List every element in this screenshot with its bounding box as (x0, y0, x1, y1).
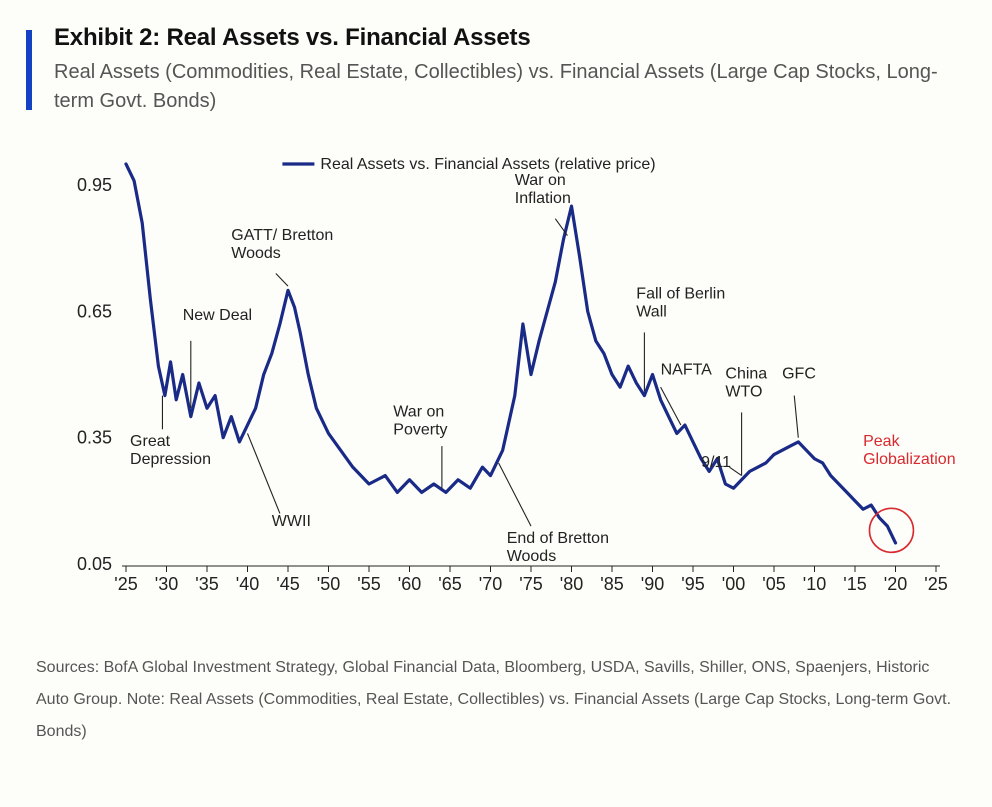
x-tick-label: '50 (317, 574, 340, 594)
x-tick-label: '90 (641, 574, 664, 594)
x-tick-label: '95 (681, 574, 704, 594)
x-tick-label: '80 (560, 574, 583, 594)
annotation-label: WWII (272, 513, 311, 530)
x-tick-label: '75 (519, 574, 542, 594)
annotation-label: GFC (782, 366, 816, 383)
annotation-leader (499, 463, 531, 526)
exhibit-title: Exhibit 2: Real Assets vs. Financial Ass… (54, 24, 956, 52)
y-tick-label: 0.65 (77, 301, 112, 321)
header-accent-bar (26, 30, 32, 110)
source-note: Sources: BofA Global Investment Strategy… (36, 652, 956, 748)
y-tick-label: 0.95 (77, 175, 112, 195)
annotation-label: GreatDepression (130, 433, 211, 468)
x-tick-label: '45 (276, 574, 299, 594)
annotation-label: GATT/ BrettonWoods (231, 227, 333, 262)
annotation-label: End of BrettonWoods (507, 530, 609, 565)
annotation-label: Fall of BerlinWall (636, 286, 725, 321)
annotation-label: PeakGlobalization (863, 433, 956, 468)
x-tick-label: '20 (884, 574, 907, 594)
x-tick-label: '30 (155, 574, 178, 594)
x-tick-label: '10 (803, 574, 826, 594)
annotation-label: ChinaWTO (725, 366, 767, 401)
x-tick-label: '85 (600, 574, 623, 594)
line-chart: 0.05 0.35 0.65 0.95 '25 '30 '35 '40 '45 '50 '55 '60… (36, 134, 956, 614)
exhibit-page: Exhibit 2: Real Assets vs. Financial Ass… (0, 0, 992, 807)
y-tick-label: 0.35 (77, 428, 112, 448)
x-tick-label: '15 (843, 574, 866, 594)
x-tick-label: '70 (479, 574, 502, 594)
annotation-leader (729, 467, 741, 475)
annotation-leader (794, 396, 798, 438)
x-tick-label: '35 (195, 574, 218, 594)
annotation-leader (276, 273, 288, 286)
exhibit-header: Exhibit 2: Real Assets vs. Financial Ass… (36, 24, 956, 116)
annotation-label: War onInflation (515, 172, 571, 207)
x-tick-label: '25 (114, 574, 137, 594)
annotation-label: New Deal (183, 307, 252, 324)
x-tick-label: '55 (357, 574, 380, 594)
y-tick-label: 0.05 (77, 554, 112, 574)
x-tick-label: '00 (722, 574, 745, 594)
x-tick-label: '60 (398, 574, 421, 594)
annotation-label: War onPoverty (393, 404, 447, 439)
x-tick-label: '40 (236, 574, 259, 594)
highlight-circle (869, 508, 913, 552)
chart-container: 0.05 0.35 0.65 0.95 '25 '30 '35 '40 '45 '50 '55 '60… (36, 134, 956, 614)
x-tick-label: '65 (438, 574, 461, 594)
annotation-label: 9/11 (701, 454, 731, 471)
annotation-leader (248, 433, 280, 513)
legend-label: Real Assets vs. Financial Assets (relati… (320, 156, 655, 173)
annotation-label: NAFTA (661, 362, 713, 379)
x-tick-label: '25 (924, 574, 947, 594)
exhibit-subtitle: Real Assets (Commodities, Real Estate, C… (54, 58, 956, 116)
x-tick-label: '05 (762, 574, 785, 594)
